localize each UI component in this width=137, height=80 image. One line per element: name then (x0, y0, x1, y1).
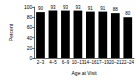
svg-text:40: 40 (27, 35, 33, 41)
svg-text:0: 0 (29, 55, 32, 61)
svg-text:14–16: 14–16 (84, 60, 97, 65)
svg-text:91: 91 (88, 6, 94, 11)
svg-text:20–21: 20–21 (109, 60, 122, 65)
svg-text:88: 88 (113, 7, 119, 12)
svg-text:Percent: Percent (8, 23, 14, 41)
svg-text:10–13: 10–13 (72, 60, 85, 65)
svg-text:93: 93 (63, 5, 69, 10)
svg-text:6–9: 6–9 (62, 60, 70, 65)
svg-text:22–24: 22–24 (122, 60, 135, 65)
svg-text:17–19: 17–19 (97, 60, 110, 65)
svg-text:90: 90 (38, 6, 44, 11)
svg-text:20: 20 (27, 45, 33, 51)
svg-text:100: 100 (24, 4, 33, 10)
svg-text:80: 80 (125, 11, 131, 16)
svg-text:93: 93 (75, 5, 81, 10)
svg-text:60: 60 (27, 24, 33, 30)
svg-text:2–3: 2–3 (37, 60, 45, 65)
svg-text:91: 91 (100, 6, 106, 11)
svg-text:80: 80 (27, 14, 33, 20)
svg-text:93: 93 (50, 5, 56, 10)
svg-text:Age at Visit: Age at Visit (72, 70, 98, 76)
svg-text:4–5: 4–5 (49, 60, 57, 65)
